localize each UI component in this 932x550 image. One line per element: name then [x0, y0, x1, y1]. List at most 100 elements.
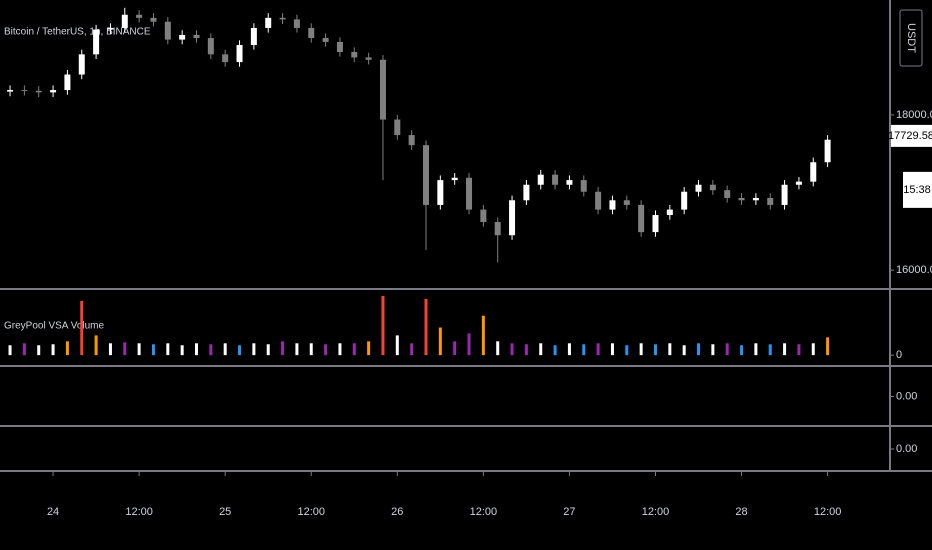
- volume-bar: [266, 344, 270, 356]
- volume-bar: [797, 344, 801, 356]
- x-tick-label: 12:00: [814, 506, 842, 518]
- candle-body: [709, 184, 716, 191]
- candle-body: [523, 184, 530, 201]
- candle-body: [107, 27, 114, 30]
- y-tick-label: 0.00: [896, 443, 917, 455]
- volume-bar: [682, 345, 686, 356]
- volume-bar: [123, 342, 127, 356]
- candle-body: [781, 184, 788, 205]
- volume-bar: [740, 345, 744, 356]
- volume-bar: [209, 344, 213, 356]
- volume-bar: [22, 343, 26, 356]
- volume-bar: [410, 343, 414, 356]
- candle-body: [322, 38, 329, 42]
- volume-bar: [324, 344, 328, 356]
- volume-bar: [725, 343, 729, 356]
- candle-body: [179, 34, 186, 40]
- candle-body: [365, 57, 372, 60]
- x-tick-label: 26: [391, 506, 403, 518]
- y-tick-label: 18000.00: [896, 109, 932, 121]
- volume-bar: [166, 343, 170, 356]
- volume-bar: [539, 343, 543, 356]
- volume-bar: [151, 344, 155, 356]
- candle-body: [824, 139, 831, 163]
- candle-body: [767, 197, 774, 205]
- volume-bar: [524, 344, 528, 356]
- candle-body: [638, 204, 645, 233]
- candle-body: [724, 190, 731, 198]
- candle-body: [652, 215, 659, 233]
- candle-body: [379, 59, 386, 120]
- candle-body: [738, 197, 745, 201]
- candle-body: [422, 145, 429, 205]
- candle-body: [121, 14, 128, 28]
- volume-bar: [338, 343, 342, 356]
- y-tick-label: 0: [896, 349, 902, 361]
- last-price-label: 17729.58: [888, 130, 932, 142]
- candle-body: [695, 184, 702, 192]
- x-tick-label: 12:00: [470, 506, 498, 518]
- volume-bar: [438, 327, 442, 356]
- x-tick-label: 24: [47, 506, 59, 518]
- volume-bar: [567, 343, 571, 356]
- candle-body: [752, 197, 759, 201]
- volume-bar: [625, 345, 629, 356]
- candle-body: [580, 180, 587, 192]
- volume-bar: [768, 344, 772, 356]
- candle-body: [451, 177, 458, 181]
- candle-body: [810, 162, 817, 182]
- volume-bar: [582, 344, 586, 356]
- candle-body: [222, 54, 229, 63]
- candle-body: [566, 180, 573, 185]
- candle-body: [136, 14, 143, 18]
- volume-bar: [481, 315, 485, 356]
- candle-body: [50, 90, 57, 93]
- volume-bar: [180, 345, 184, 356]
- volume-bar: [711, 344, 715, 356]
- volume-bar: [51, 344, 55, 356]
- volume-bar: [37, 345, 41, 356]
- volume-bar: [811, 343, 815, 356]
- volume-bar: [453, 341, 457, 356]
- volume-bar: [668, 343, 672, 356]
- x-tick-label: 25: [219, 506, 231, 518]
- volume-bar: [295, 343, 299, 356]
- volume-bar: [596, 343, 600, 356]
- currency-label[interactable]: USDT: [905, 23, 917, 53]
- countdown-box: [903, 171, 932, 208]
- volume-bar: [424, 298, 428, 356]
- volume-bar: [281, 341, 285, 356]
- candle-body: [666, 209, 673, 216]
- candle-body: [150, 17, 157, 22]
- countdown-label: 15:38: [903, 184, 931, 196]
- volume-bar: [395, 335, 399, 356]
- x-tick-label: 12:00: [125, 506, 153, 518]
- volume-bar: [80, 300, 84, 356]
- volume-bar: [510, 343, 514, 356]
- volume-bar: [137, 343, 141, 356]
- candle-body: [623, 200, 630, 205]
- candle-body: [509, 200, 516, 236]
- volume-bar: [381, 295, 385, 356]
- candle-body: [480, 209, 487, 223]
- volume-bar: [94, 335, 98, 356]
- volume-bar: [826, 337, 830, 356]
- candle-body: [466, 177, 473, 210]
- candle-body: [537, 174, 544, 185]
- volume-bar: [639, 343, 643, 356]
- x-tick-label: 12:00: [642, 506, 670, 518]
- indicator-title: GreyPool VSA Volume: [4, 321, 104, 332]
- x-tick-label: 28: [735, 506, 747, 518]
- volume-bar: [238, 345, 242, 356]
- candle-body: [293, 19, 300, 28]
- currency-box[interactable]: [899, 9, 923, 67]
- volume-bar: [467, 333, 471, 356]
- candle-body: [279, 17, 286, 20]
- volume-bar: [553, 345, 557, 356]
- y-tick-label: 16000.00: [896, 264, 932, 276]
- candle-body: [164, 21, 171, 40]
- last-price-box: [891, 124, 932, 147]
- candle-body: [78, 54, 85, 75]
- candle-body: [193, 34, 200, 39]
